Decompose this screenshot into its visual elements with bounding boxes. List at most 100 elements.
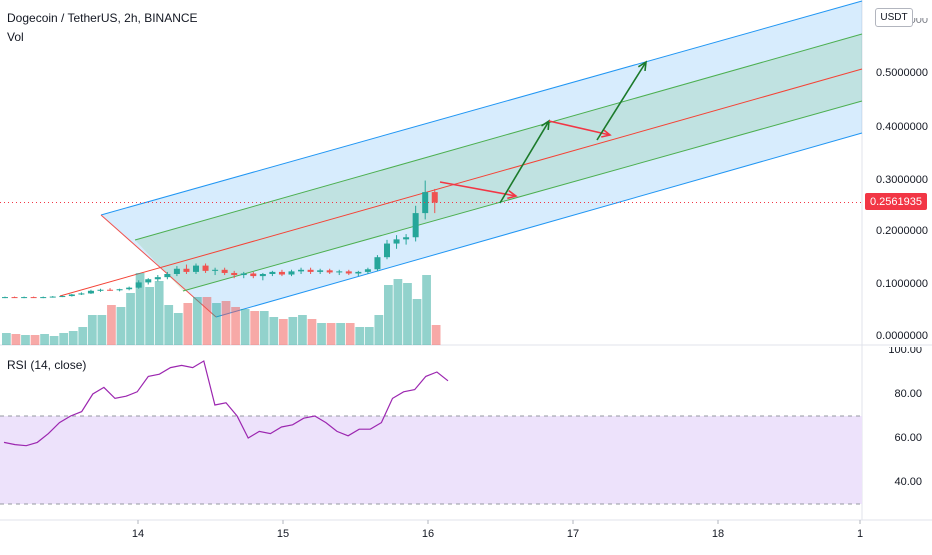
last-price-label: 0.2561935 — [865, 193, 927, 210]
currency-button[interactable]: USDT — [875, 8, 913, 27]
candle-body — [278, 271, 285, 275]
green-arrow — [596, 60, 647, 141]
green-arrow-shaft — [596, 61, 647, 141]
candle-body — [355, 271, 362, 274]
candle — [87, 289, 94, 294]
candle — [259, 272, 266, 281]
candle-body — [298, 269, 305, 272]
volume-bar — [393, 279, 403, 345]
volume-bar — [183, 303, 193, 345]
volume-bar — [21, 335, 30, 345]
volume-bar — [298, 315, 307, 345]
candle-body — [78, 293, 85, 295]
candle-body — [154, 277, 161, 280]
candle — [145, 278, 152, 285]
volume-bar — [355, 327, 365, 345]
candle — [49, 296, 56, 298]
volume-bar — [173, 313, 183, 345]
candle-body — [49, 296, 56, 298]
volume-bar — [154, 281, 164, 345]
candle — [21, 296, 28, 299]
candle-body — [422, 192, 429, 214]
candle-body — [21, 297, 28, 299]
candle — [116, 288, 123, 292]
candle — [59, 295, 66, 298]
volume-bar — [412, 299, 422, 345]
candle — [393, 235, 400, 249]
volume-bar — [193, 297, 202, 345]
candle — [135, 280, 142, 289]
candle-body — [126, 287, 133, 290]
volume-bar — [288, 317, 298, 345]
rsi-axis-label: 80.00 — [894, 388, 922, 400]
candle — [30, 296, 37, 299]
volume-bar — [317, 323, 326, 345]
candle-body — [107, 289, 114, 291]
candlesticks — [2, 180, 438, 299]
candle — [384, 239, 390, 260]
candle-body — [240, 273, 247, 276]
candle — [403, 234, 410, 245]
volume-bar — [307, 319, 317, 345]
volume-bar — [250, 311, 260, 345]
red-arrow-shaft — [548, 120, 611, 136]
volume-bar — [40, 334, 49, 345]
candle — [250, 271, 257, 279]
candle — [278, 269, 285, 277]
volume-bar — [126, 293, 135, 345]
candle — [193, 263, 199, 274]
volume-bar — [259, 311, 269, 345]
volume-bar — [240, 309, 250, 345]
volume-bar — [221, 301, 231, 345]
candle-body — [116, 289, 123, 291]
candle — [173, 266, 180, 277]
time-axis-label: 1 — [856, 528, 864, 540]
volume-bar — [231, 307, 240, 345]
channel-inner-fill — [135, 34, 862, 291]
candle-body — [221, 269, 228, 273]
candle-body — [40, 297, 47, 299]
volume-bar — [336, 323, 345, 345]
price-axis-label: 0.4000000 — [876, 121, 928, 133]
volume-bar — [364, 327, 374, 345]
arrow-annotations — [439, 60, 647, 204]
candle — [317, 268, 324, 274]
candle-body — [288, 271, 295, 275]
volume-bar — [345, 323, 355, 345]
candle — [269, 270, 276, 277]
volume-bars — [2, 273, 441, 345]
rsi-legend[interactable]: RSI (14, close) — [7, 358, 87, 372]
candle — [431, 188, 438, 214]
candle-body — [364, 269, 371, 272]
volume-legend[interactable]: Vol — [7, 30, 24, 44]
red-arrow-head — [507, 190, 518, 200]
candle-body — [87, 290, 94, 294]
time-axis-label: 17 — [566, 528, 580, 540]
channel-lower-line — [215, 132, 863, 318]
price-axis-label: 0.0000000 — [876, 330, 928, 342]
red-arrow — [548, 120, 612, 138]
volume-bar — [145, 287, 154, 345]
candle-body — [59, 296, 66, 298]
candle — [326, 268, 333, 274]
symbol-legend[interactable]: Dogecoin / TetherUS, 2h, BINANCE — [7, 11, 198, 25]
candle — [40, 296, 47, 299]
candle-body — [326, 270, 333, 273]
rsi-axis-label: 100.00 — [888, 344, 922, 356]
candle-body — [135, 282, 142, 288]
candle — [2, 296, 8, 299]
candle — [212, 267, 219, 276]
green-arrow-shaft — [499, 120, 550, 204]
time-axis-label: 14 — [131, 528, 145, 540]
channel-upper-line — [100, 0, 863, 216]
candle-body — [307, 269, 314, 272]
volume-bar — [326, 323, 336, 345]
candle-body — [173, 268, 180, 274]
volume-bar — [135, 273, 145, 345]
candle — [374, 255, 381, 271]
volume-bar — [59, 333, 69, 345]
volume-bar — [278, 319, 288, 345]
candle — [364, 267, 371, 274]
candle — [154, 275, 161, 282]
